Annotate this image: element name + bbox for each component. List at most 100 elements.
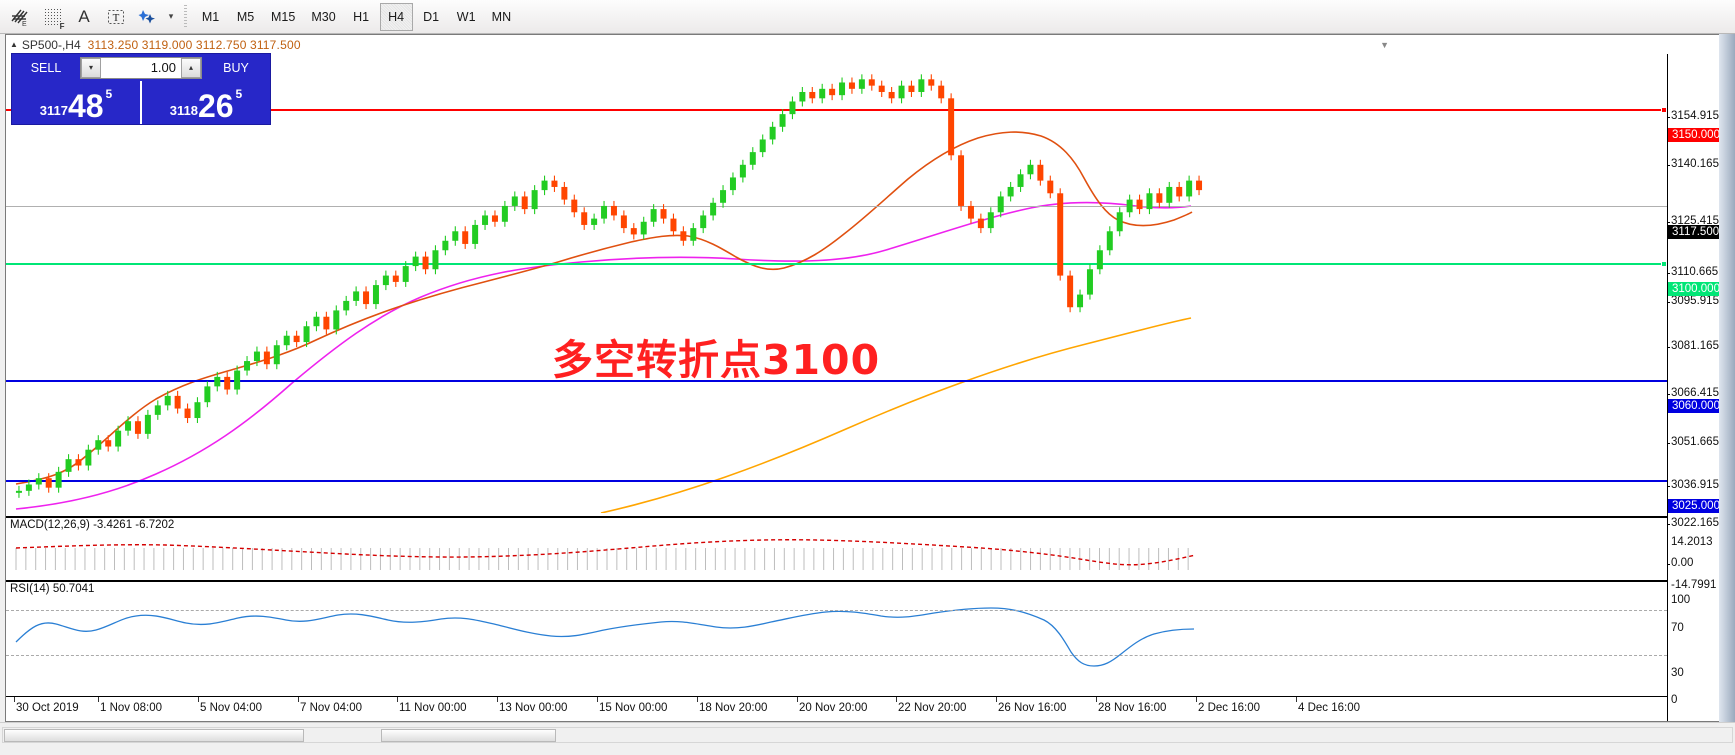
sell-price-integer: 3117 xyxy=(39,103,68,118)
candlestick-series xyxy=(15,74,1203,498)
chevron-down-icon[interactable]: ▾ xyxy=(168,11,174,21)
text-icon[interactable]: A xyxy=(78,6,90,26)
objects-icon[interactable] xyxy=(133,3,163,31)
rsi-scale-30: 30 xyxy=(1671,667,1684,679)
time-tick xyxy=(198,697,199,702)
rsi-scale-0: 0 xyxy=(1671,694,1678,706)
buy-price-fraction: 5 xyxy=(235,87,243,101)
time-axis-label: 1 Nov 08:00 xyxy=(100,702,163,714)
price-pane[interactable]: 多空转折点3100 xyxy=(6,54,1667,513)
time-axis-label: 18 Nov 20:00 xyxy=(699,702,768,714)
volume-increase-button[interactable]: ▴ xyxy=(181,57,201,78)
time-axis-label: 13 Nov 00:00 xyxy=(499,702,568,714)
chart-annotation-text[interactable]: 多空转折点3100 xyxy=(552,336,881,384)
price-tick-label: 3081.165 xyxy=(1667,340,1719,352)
timeframe-d1[interactable]: D1 xyxy=(423,9,440,24)
time-tick xyxy=(697,697,698,702)
collapse-arrow-icon[interactable]: ▲ xyxy=(10,40,18,49)
templates-icon-letter: F xyxy=(59,22,65,31)
buy-price-big: 26 xyxy=(197,88,234,124)
sell-button[interactable]: SELL xyxy=(30,60,62,75)
timeframe-m15[interactable]: M15 xyxy=(271,9,296,24)
rsi-scale-100: 100 xyxy=(1671,594,1691,606)
price-tick-label: 3140.165 xyxy=(1667,158,1719,170)
volume-decrease-button[interactable]: ▾ xyxy=(81,57,101,78)
time-tick xyxy=(298,697,299,702)
one-click-trading-panel[interactable]: SELL ▾ 1.00 ▴ BUY 3117 48 5 3118 26 5 xyxy=(11,53,271,125)
templates-icon[interactable]: F xyxy=(37,3,67,31)
level-line-3150[interactable] xyxy=(6,107,1667,113)
chart-window[interactable]: ▲ SP500-,H4 3113.250 3119.000 3112.750 3… xyxy=(5,34,1730,722)
buy-price[interactable]: 3118 26 5 xyxy=(140,81,270,124)
time-tick xyxy=(1296,697,1297,702)
level-handle-3150[interactable] xyxy=(1661,107,1667,113)
time-tick xyxy=(14,697,15,702)
timeframe-m5[interactable]: M5 xyxy=(236,9,255,24)
sell-price-fraction: 5 xyxy=(105,87,113,101)
trade-panel-prices: 3117 48 5 3118 26 5 xyxy=(12,81,270,124)
scrollbar-thumb-left[interactable] xyxy=(4,729,304,742)
time-tick xyxy=(397,697,398,702)
price-scale[interactable]: 3154.915 3140.165 3125.415 3110.665 3095.915… xyxy=(1666,54,1729,721)
level-line-3025[interactable] xyxy=(6,480,1667,482)
time-axis-label: 11 Nov 00:00 xyxy=(399,702,467,714)
ohlc-high: 3119.000 xyxy=(141,37,193,52)
ohlc-close: 3117.500 xyxy=(249,37,301,52)
price-tick-label: 3095.915 xyxy=(1667,295,1719,307)
rsi-pane[interactable]: RSI(14) 50.7041 xyxy=(6,580,1667,678)
macd-scale-min: -14.7991 xyxy=(1671,579,1717,591)
price-level-tag[interactable]: 3117.500 xyxy=(1668,225,1723,239)
time-axis-label: 28 Nov 16:00 xyxy=(1098,702,1167,714)
time-axis-label: 30 Oct 2019 xyxy=(16,702,79,714)
price-level-tag[interactable]: 3150.000 xyxy=(1668,128,1723,142)
time-axis-label: 7 Nov 04:00 xyxy=(300,702,363,714)
time-axis-label: 5 Nov 04:00 xyxy=(200,702,263,714)
level-line-3100[interactable] xyxy=(6,261,1667,267)
timeframe-h4[interactable]: H4 xyxy=(379,2,413,31)
volume-input[interactable]: 1.00 xyxy=(150,60,176,75)
main-toolbar: E F A T ▾ M1 M5 M15 M30 H1 H4 D1 W1 MN xyxy=(0,0,1735,34)
price-tick-label: 3154.915 xyxy=(1667,110,1719,122)
time-axis[interactable]: 30 Oct 2019 1 Nov 08:00 5 Nov 04:00 7 Nov 0… xyxy=(6,696,1667,721)
symbol-label: SP500-,H4 xyxy=(21,37,81,52)
rsi-level-30 xyxy=(6,655,1667,656)
price-level-tag[interactable]: 3025.000 xyxy=(1668,499,1723,513)
volume-stepper[interactable]: ▾ 1.00 ▴ xyxy=(80,56,202,79)
time-tick xyxy=(1096,697,1097,702)
ohlc-low: 3112.750 xyxy=(195,37,247,52)
buy-price-integer: 3118 xyxy=(169,103,198,118)
buy-button[interactable]: BUY xyxy=(223,60,249,75)
sell-price[interactable]: 3117 48 5 xyxy=(12,81,140,124)
timeframe-h1[interactable]: H1 xyxy=(353,9,370,24)
rsi-level-70 xyxy=(6,610,1667,611)
bottom-scrollbar-area xyxy=(0,722,1735,755)
price-tick-label: 3036.915 xyxy=(1667,479,1719,491)
price-level-tag[interactable]: 3060.000 xyxy=(1668,399,1723,413)
time-tick xyxy=(797,697,798,702)
level-line-3060[interactable] xyxy=(6,380,1667,382)
level-line-3117 xyxy=(6,206,1667,207)
time-axis-label: 4 Dec 16:00 xyxy=(1298,702,1361,714)
rsi-label: RSI(14) 50.7041 xyxy=(10,583,95,595)
text-label-icon[interactable]: T xyxy=(101,3,131,31)
svg-text:T: T xyxy=(113,12,120,24)
time-axis-label: 15 Nov 00:00 xyxy=(599,702,668,714)
time-tick xyxy=(1196,697,1197,702)
symbol-ohlc-bar: ▲ SP500-,H4 3113.250 3119.000 3112.750 3… xyxy=(6,35,1729,54)
level-handle-3100[interactable] xyxy=(1661,261,1667,267)
time-tick xyxy=(896,697,897,702)
timeframe-m30[interactable]: M30 xyxy=(311,9,336,24)
scrollbar-thumb-right[interactable] xyxy=(381,729,556,742)
horizontal-scrollbar[interactable] xyxy=(2,727,1733,743)
indicators-icon[interactable]: E xyxy=(5,3,35,31)
macd-chart-svg xyxy=(15,539,1197,570)
chart-menu-arrow-icon[interactable]: ▼ xyxy=(1380,39,1389,50)
macd-pane[interactable]: MACD(12,26,9) -3.4261 -6.7202 xyxy=(6,516,1667,578)
price-level-tag[interactable]: 3100.000 xyxy=(1668,282,1723,296)
timeframe-mn[interactable]: MN xyxy=(491,9,512,24)
timeframe-w1[interactable]: W1 xyxy=(456,9,476,24)
timeframe-m1[interactable]: M1 xyxy=(201,9,220,24)
chart-vertical-scrollbar[interactable] xyxy=(1719,34,1735,722)
time-tick xyxy=(497,697,498,702)
